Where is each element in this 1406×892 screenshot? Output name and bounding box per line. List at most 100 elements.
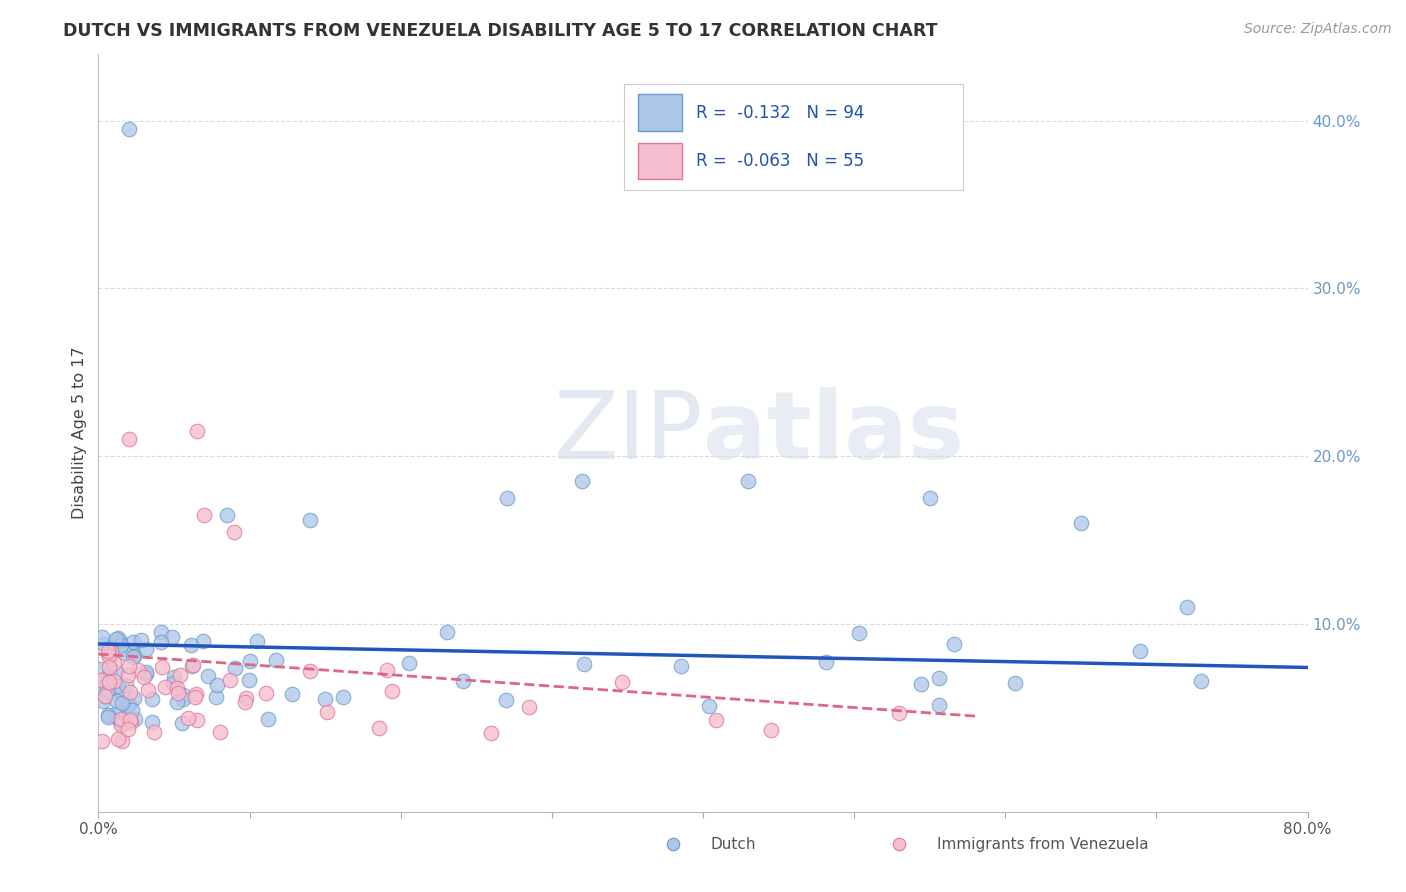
Point	[181, 658, 204, 673]
Point	[94, 689, 117, 703]
Point	[166, 681, 188, 695]
Point	[98, 665, 121, 680]
Point	[299, 513, 322, 527]
Point	[153, 681, 176, 695]
Point	[105, 665, 128, 680]
Point	[121, 635, 143, 649]
Point	[184, 687, 207, 701]
Point	[91, 673, 114, 687]
Point	[108, 713, 131, 727]
Point	[122, 649, 145, 664]
Point	[315, 705, 337, 719]
Point	[942, 638, 965, 652]
Point	[110, 638, 132, 652]
Point	[436, 625, 458, 640]
Point	[180, 638, 202, 652]
Point	[111, 687, 134, 701]
Point	[96, 678, 118, 692]
Point	[162, 675, 184, 690]
Point	[110, 712, 132, 726]
Point	[96, 675, 118, 690]
Point	[479, 726, 502, 740]
Point	[191, 633, 214, 648]
Point	[108, 634, 131, 648]
Point	[129, 632, 152, 647]
Point	[1129, 644, 1152, 658]
Point	[117, 668, 139, 682]
Point	[150, 660, 173, 674]
Point	[98, 649, 121, 664]
Point	[918, 491, 941, 505]
Point	[451, 673, 474, 688]
Point	[107, 732, 129, 747]
Point	[172, 691, 194, 706]
Point	[254, 686, 277, 700]
Text: ZIP: ZIP	[554, 386, 703, 479]
Text: Source: ZipAtlas.com: Source: ZipAtlas.com	[1244, 22, 1392, 37]
Point	[93, 690, 115, 704]
Point	[118, 713, 141, 727]
Point	[118, 433, 141, 447]
Point	[398, 656, 420, 670]
Point	[219, 673, 242, 687]
Point	[114, 698, 136, 713]
Text: DUTCH VS IMMIGRANTS FROM VENEZUELA DISABILITY AGE 5 TO 17 CORRELATION CHART: DUTCH VS IMMIGRANTS FROM VENEZUELA DISAB…	[63, 22, 938, 40]
Point	[184, 690, 207, 704]
Point	[235, 695, 257, 709]
Point	[495, 491, 517, 505]
Point	[172, 688, 194, 702]
Point	[122, 690, 145, 705]
Point	[118, 697, 141, 711]
Point	[141, 692, 163, 706]
Point	[215, 508, 238, 522]
Point	[121, 703, 143, 717]
Point	[235, 691, 257, 706]
Point	[928, 698, 950, 712]
Point	[118, 685, 141, 699]
Point	[97, 710, 120, 724]
Point	[571, 475, 593, 489]
Point	[111, 696, 134, 710]
Point	[181, 658, 204, 673]
Point	[121, 645, 143, 659]
Point	[205, 678, 228, 692]
Point	[115, 678, 138, 692]
Point	[90, 734, 112, 748]
Point	[100, 645, 122, 659]
Point	[107, 631, 129, 645]
Point	[298, 664, 321, 678]
Point	[117, 698, 139, 712]
Point	[105, 632, 128, 646]
Point	[197, 669, 219, 683]
Point	[104, 707, 127, 722]
Point	[314, 692, 336, 706]
Point	[167, 686, 190, 700]
Point	[103, 674, 125, 689]
Point	[814, 655, 837, 669]
Point	[224, 524, 246, 539]
Point	[170, 716, 193, 731]
Point	[90, 680, 112, 694]
Text: Immigrants from Venezuela: Immigrants from Venezuela	[938, 837, 1149, 852]
Point	[124, 712, 146, 726]
Point	[110, 718, 132, 732]
Point	[135, 642, 157, 657]
Point	[889, 706, 911, 720]
Point	[889, 856, 911, 871]
Point	[169, 668, 191, 682]
Point	[90, 662, 112, 676]
Point	[166, 695, 188, 709]
Point	[127, 663, 149, 677]
Point	[141, 714, 163, 729]
Point	[381, 684, 404, 698]
Y-axis label: Disability Age 5 to 17: Disability Age 5 to 17	[72, 346, 87, 519]
Point	[111, 733, 134, 747]
Point	[90, 681, 112, 696]
Point	[193, 508, 215, 522]
Point	[163, 670, 186, 684]
Point	[1175, 600, 1198, 615]
Point	[572, 657, 595, 671]
Point	[90, 673, 112, 687]
Point	[367, 721, 389, 735]
Point	[495, 693, 517, 707]
